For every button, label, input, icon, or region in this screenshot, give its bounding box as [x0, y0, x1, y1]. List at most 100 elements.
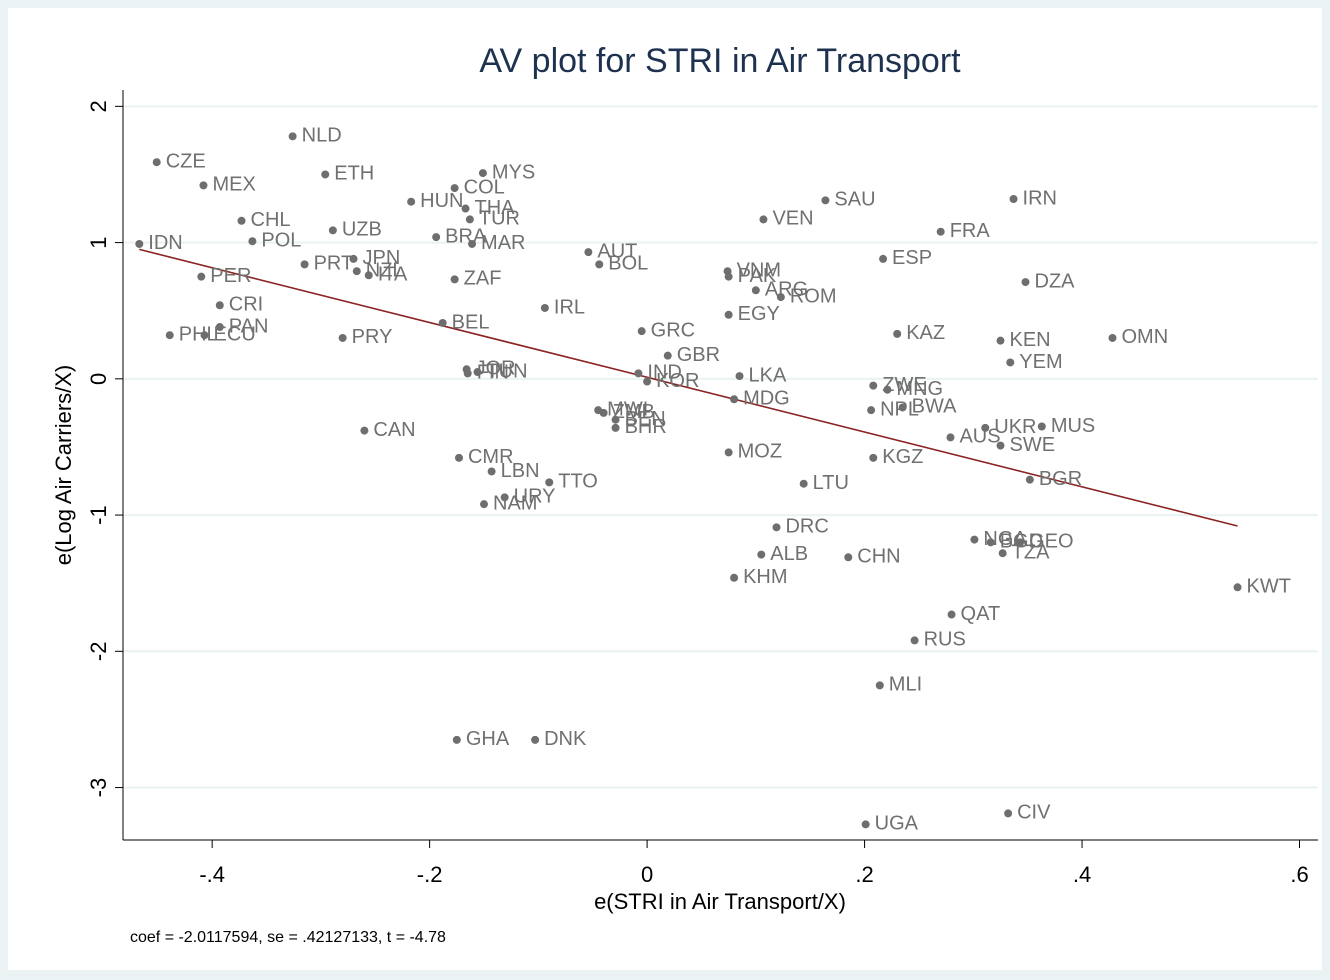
point-label: TUN — [486, 360, 527, 382]
point-label: KWT — [1247, 576, 1291, 598]
point — [463, 369, 472, 378]
point — [634, 369, 643, 378]
point — [200, 331, 209, 340]
point-label: LTU — [813, 472, 849, 494]
point-label: PAK — [738, 265, 777, 287]
point-label: NZL — [366, 259, 404, 281]
point-label: GHA — [466, 728, 510, 750]
point — [799, 479, 808, 488]
point — [893, 329, 902, 338]
point-label: TTO — [558, 471, 598, 493]
y-tick-label: -3 — [86, 778, 111, 798]
point-label: BWA — [912, 396, 957, 418]
point — [910, 636, 919, 645]
point — [998, 549, 1007, 558]
point — [844, 553, 853, 562]
point-label: JOR — [476, 358, 516, 380]
point — [611, 423, 620, 432]
fit-line — [139, 248, 1238, 527]
point — [599, 408, 608, 417]
point — [595, 260, 604, 269]
point — [450, 184, 459, 193]
point — [947, 610, 956, 619]
x-axis-title: e(STRI in Air Transport/X) — [594, 889, 846, 914]
point-label: MOZ — [738, 441, 782, 463]
point — [996, 441, 1005, 450]
point-label: KGZ — [882, 446, 923, 468]
point-label: NLD — [302, 125, 342, 147]
point-label: DZA — [1035, 270, 1076, 292]
point — [288, 132, 297, 141]
point — [461, 204, 470, 213]
point-label: ESP — [892, 247, 932, 269]
point — [996, 336, 1005, 345]
point — [454, 453, 463, 462]
point — [1233, 583, 1242, 592]
point-label: KAZ — [906, 322, 945, 344]
point — [540, 303, 549, 312]
point — [861, 820, 870, 829]
point-label: ECU — [214, 324, 256, 346]
point-label: IRL — [554, 296, 585, 318]
point — [1025, 475, 1034, 484]
point-label: FIN — [477, 362, 509, 384]
point-label: CMR — [468, 446, 514, 468]
point — [946, 433, 955, 442]
point-label: VEN — [772, 208, 813, 230]
point — [360, 426, 369, 435]
point — [981, 423, 990, 432]
point — [1016, 538, 1025, 547]
point — [584, 248, 593, 257]
point — [364, 271, 373, 280]
point-label: IND — [647, 362, 681, 384]
point — [432, 233, 441, 242]
point-label: CRI — [229, 294, 263, 316]
point — [215, 301, 224, 310]
point-label: SWE — [1009, 434, 1055, 456]
point-label: ZMB — [613, 401, 655, 423]
point-label: MYS — [492, 161, 535, 183]
point — [197, 272, 206, 281]
point — [724, 448, 733, 457]
point — [869, 381, 878, 390]
point-label: QAT — [961, 603, 1001, 625]
point-label: ARG — [765, 279, 808, 301]
point — [1021, 278, 1030, 287]
point — [215, 323, 224, 332]
point-label: MNG — [896, 378, 943, 400]
point-label: UKR — [994, 416, 1036, 438]
point — [545, 478, 554, 487]
point-label: UZB — [342, 219, 382, 241]
point-label: KOR — [656, 370, 699, 392]
point-label: OMN — [1121, 326, 1168, 348]
point — [452, 735, 461, 744]
x-tick-label: .4 — [1073, 862, 1091, 887]
point — [869, 453, 878, 462]
point-label: MLI — [889, 674, 922, 696]
point — [643, 377, 652, 386]
point-label: LKA — [749, 364, 787, 386]
point — [248, 237, 257, 246]
point-label: ETH — [334, 163, 374, 185]
point-label: PRT — [314, 253, 354, 275]
y-tick-label: 0 — [86, 373, 111, 385]
x-tick-label: .2 — [855, 862, 873, 887]
point-label: ZWE — [882, 374, 926, 396]
y-tick-label: -2 — [86, 642, 111, 662]
point — [724, 272, 733, 281]
point — [500, 493, 509, 502]
point-label: MEX — [212, 174, 255, 196]
point — [438, 318, 447, 327]
point-label: CAN — [373, 419, 415, 441]
point — [751, 286, 760, 295]
point-label: VNM — [737, 259, 781, 281]
point-label: ZAF — [464, 268, 502, 290]
point-label: ROM — [790, 285, 837, 307]
point-label: PHL — [179, 324, 218, 346]
y-axis-title: e(Log Air Carriers/X) — [51, 365, 76, 566]
point — [465, 215, 474, 224]
point — [776, 293, 785, 302]
point — [478, 169, 487, 178]
point-label: FRA — [950, 220, 991, 242]
point — [468, 239, 477, 248]
